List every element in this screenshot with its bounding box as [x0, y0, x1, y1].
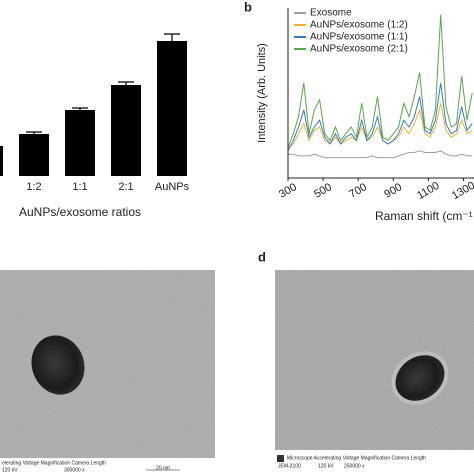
spectrum-line	[288, 150, 473, 159]
x-tick-label: 1300	[450, 180, 474, 203]
spectrum-line	[287, 14, 473, 148]
panel-label: b	[244, 0, 252, 14]
x-tick-label: 700	[347, 181, 369, 201]
tem-image-d: d Microscope Accelerating Voltage Magnif…	[258, 249, 474, 474]
error-bar	[72, 107, 88, 110]
panel-label: d	[258, 249, 266, 264]
bar	[65, 110, 95, 176]
tem-scale: 20 nm	[156, 465, 170, 471]
x-tick-label: 900	[382, 181, 404, 201]
error-bar	[164, 33, 180, 41]
y-axis-label: Intensity (Arb. Units)	[256, 43, 268, 143]
x-tick-label: 1:1	[72, 181, 87, 193]
bar	[0, 146, 3, 176]
spectrum-line	[287, 103, 473, 148]
tem-voltage: 120 kV	[318, 463, 334, 469]
x-tick-label: 300	[277, 181, 299, 201]
error-bar	[26, 131, 42, 134]
tem-header: elerating Voltage Magnification Camera L…	[2, 460, 106, 466]
tem-header: Microscope Accelerating Voltage Magnific…	[287, 455, 426, 461]
x-tick-label: 1100	[415, 180, 441, 202]
tem-instrument: JEM-2100	[278, 463, 301, 469]
spectrum-line	[287, 82, 473, 152]
bar	[111, 85, 141, 176]
x-tick-label: 2:1	[118, 181, 133, 193]
bar	[19, 134, 49, 176]
tem-image-c: elerating Voltage Magnification Camera L…	[0, 270, 215, 474]
legend-label: Exosome	[310, 8, 352, 19]
bar	[157, 41, 187, 176]
x-axis-label: Raman shift (cm⁻¹	[375, 209, 473, 223]
tem-magnification: 300000 x	[64, 467, 85, 473]
x-tick-label: 1:2	[26, 181, 41, 193]
x-tick-label: AuNPs	[155, 181, 190, 193]
legend-label: AuNPs/exosome (2:1)	[310, 44, 408, 55]
legend-label: AuNPs/exosome (1:1)	[310, 32, 408, 43]
x-tick-label: 500	[312, 181, 334, 201]
x-axis-label: AuNPs/exosome ratios	[19, 205, 141, 219]
tem-voltage: 120 kV	[2, 467, 18, 473]
error-bar	[118, 81, 134, 85]
tem-magnification: 250000 x	[344, 463, 365, 469]
legend-label: AuNPs/exosome (1:2)	[310, 20, 408, 31]
